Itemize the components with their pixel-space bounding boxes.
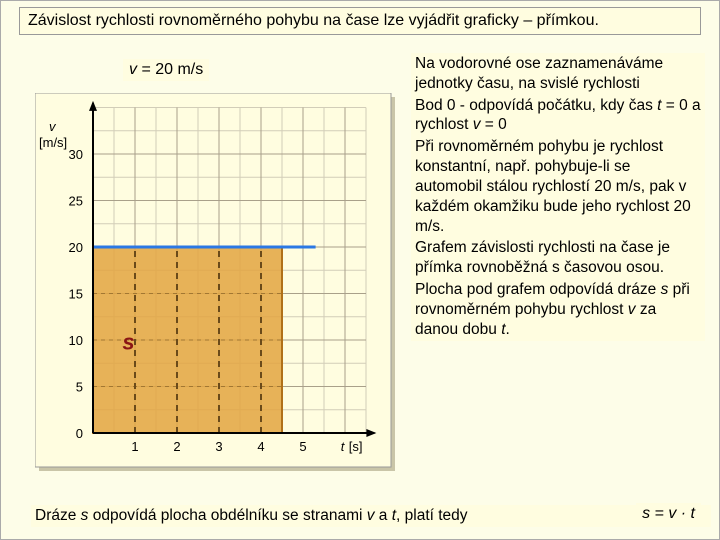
svg-text:0: 0 (76, 426, 83, 441)
svg-text:s: s (122, 329, 134, 354)
svg-text:15: 15 (69, 287, 83, 302)
velocity-time-chart: 05101520253012345v[m/s]t [s]s (35, 93, 395, 471)
svg-text:10: 10 (69, 333, 83, 348)
svg-text:2: 2 (173, 439, 180, 454)
svg-text:30: 30 (69, 147, 83, 162)
svg-text:[m/s]: [m/s] (39, 135, 67, 150)
description-text: Na vodorovné ose zaznamenáváme jednotky … (411, 53, 705, 341)
page-title: Závislost rychlosti rovnoměrného pohybu … (19, 7, 701, 35)
svg-text:1: 1 (131, 439, 138, 454)
bottom-sentence: Dráze s odpovídá plocha obdélníku se str… (31, 505, 711, 527)
svg-text:[s]: [s] (349, 439, 363, 454)
svg-text:5: 5 (76, 380, 83, 395)
svg-text:3: 3 (215, 439, 222, 454)
formula: s = v · t (636, 503, 701, 525)
svg-text:25: 25 (69, 194, 83, 209)
svg-text:5: 5 (299, 439, 306, 454)
svg-text:4: 4 (257, 439, 264, 454)
velocity-value-label: v = 20 m/s (123, 59, 209, 81)
svg-text:20: 20 (69, 240, 83, 255)
